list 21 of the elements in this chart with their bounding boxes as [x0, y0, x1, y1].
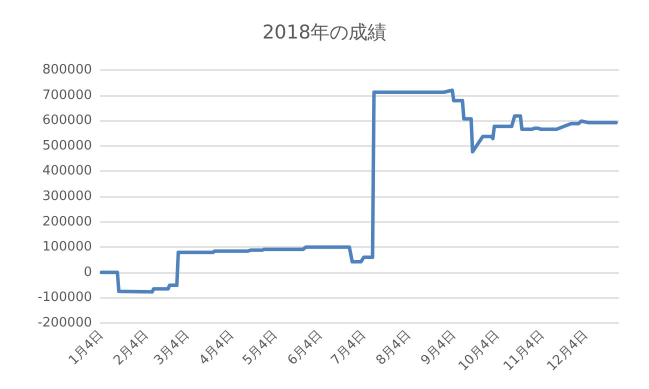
y-tick-label: 400000 [42, 164, 92, 179]
x-tick-label: 8月4日 [373, 328, 414, 368]
x-tick-label: 7月4日 [328, 328, 370, 368]
y-tick-label: 300000 [42, 189, 92, 204]
y-tick-label: 600000 [42, 113, 92, 128]
y-tick-label: 700000 [42, 88, 92, 103]
y-tick-label: 0 [84, 264, 92, 280]
line-series [100, 88, 618, 294]
x-tick-label: 4月4日 [196, 328, 238, 368]
x-tick-label: 1月4日 [66, 328, 107, 368]
y-tick-label: 100000 [42, 240, 92, 255]
y-tick-label: 200000 [42, 214, 92, 230]
x-tick-label: 6月4日 [284, 328, 326, 368]
y-tick-label: -200000 [38, 316, 92, 330]
y-tick-label: -100000 [38, 290, 92, 306]
chart-title: 2018年の成績 [262, 22, 387, 44]
x-tick-label: 3月4日 [152, 328, 192, 368]
x-tick-label: 2月4日 [111, 328, 152, 368]
x-tick-label: 5月4日 [240, 328, 281, 368]
y-tick-label: 800000 [42, 62, 92, 78]
y-tick-label: 500000 [42, 138, 92, 154]
